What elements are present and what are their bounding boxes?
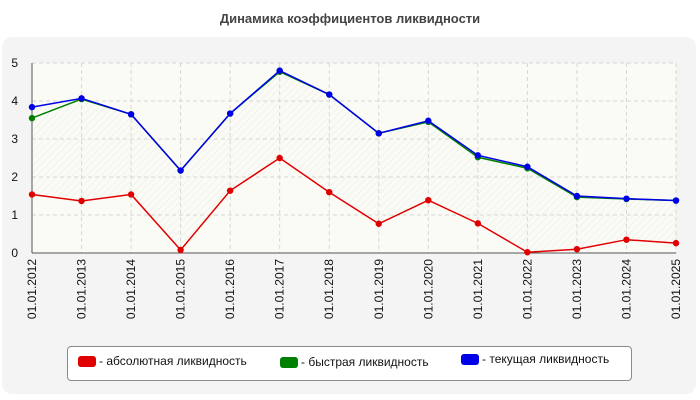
x-tick-label: 01.01.2014 (124, 259, 138, 319)
x-tick-label: 01.01.2024 (619, 259, 633, 319)
x-tick-label: 01.01.2020 (421, 259, 435, 319)
data-point (177, 167, 184, 174)
chart-title: Динамика коэффициентов ликвидности (219, 11, 481, 26)
data-point (524, 163, 531, 170)
data-point (276, 67, 283, 74)
legend-swatch-quick (280, 356, 298, 368)
x-tick-label: 01.01.2022 (520, 259, 534, 319)
data-point (375, 220, 382, 227)
x-tick-label: 01.01.2019 (372, 259, 386, 319)
x-tick-label: 01.01.2015 (174, 259, 188, 319)
data-point (28, 191, 36, 198)
data-point (326, 189, 333, 196)
legend-label-current: - текущая ликвидность (482, 352, 610, 366)
x-tick-label: 01.01.2018 (322, 259, 336, 319)
x-tick-label: 01.01.2021 (471, 259, 485, 319)
data-point (474, 220, 482, 227)
legend-label-quick: - быстрая ликвидность (301, 355, 429, 369)
data-point (28, 103, 36, 111)
data-point (573, 246, 581, 253)
x-tick-label: 01.01.2016 (223, 259, 237, 319)
x-tick-label: 01.01.2023 (570, 259, 584, 319)
legend-item-quick: - быстрая ликвидность (280, 355, 429, 369)
data-point (623, 195, 630, 202)
data-point (326, 91, 333, 98)
data-point (474, 152, 482, 159)
legend-label-absolute: - абсолютная ликвидность (99, 354, 247, 368)
legend-swatch-absolute (78, 355, 96, 367)
legend: - абсолютная ликвидность - быстрая ликви… (67, 346, 632, 381)
y-tick-label: 3 (11, 132, 18, 146)
data-point (672, 197, 680, 204)
y-tick-label: 0 (11, 246, 18, 260)
data-point (226, 110, 234, 117)
x-tick-label: 01.01.2012 (25, 259, 39, 319)
legend-item-current: - текущая ликвидность (461, 352, 609, 366)
data-point (425, 196, 432, 204)
x-tick-label: 01.01.2013 (75, 259, 89, 319)
range-band-hatch (32, 70, 676, 253)
y-tick-label: 4 (11, 94, 18, 108)
data-point (276, 154, 283, 162)
y-tick-label: 2 (11, 170, 18, 184)
data-point (425, 117, 432, 124)
x-tick-label: 01.01.2017 (273, 259, 287, 319)
data-point (573, 192, 581, 200)
data-point (28, 114, 36, 122)
y-tick-label: 5 (11, 56, 18, 70)
data-point (375, 130, 382, 137)
data-point (177, 246, 184, 254)
series-line (31, 157, 677, 254)
data-point (672, 239, 680, 247)
data-point (623, 236, 630, 243)
data-point (524, 249, 531, 256)
x-tick-label: 01.01.2025 (669, 259, 683, 319)
legend-swatch-current (461, 353, 479, 365)
data-point (78, 197, 85, 205)
data-point (78, 95, 85, 102)
data-point (226, 187, 234, 194)
data-point (127, 111, 135, 118)
y-tick-label: 1 (11, 208, 18, 222)
legend-item-absolute: - абсолютная ликвидность (78, 354, 247, 368)
data-point (127, 191, 135, 198)
series-line (31, 69, 677, 202)
